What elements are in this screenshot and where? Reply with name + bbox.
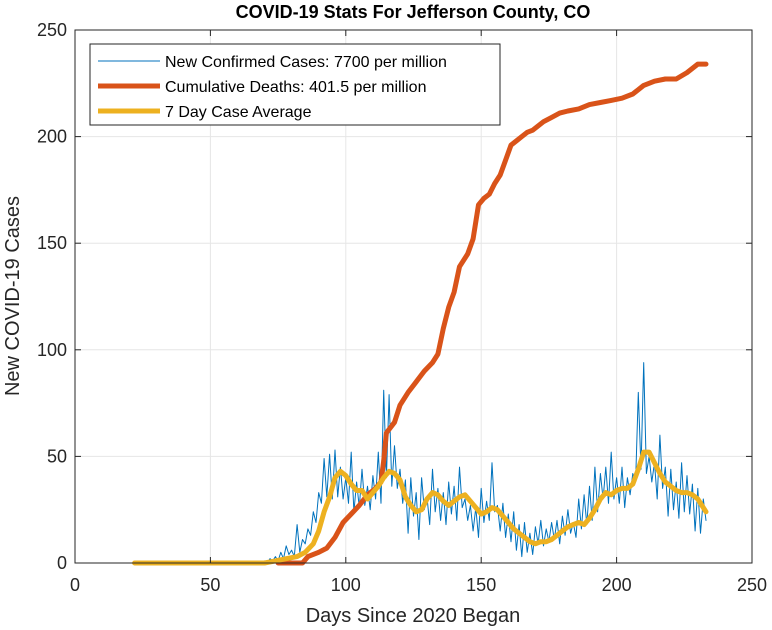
y-tick-label: 150 [37,233,67,253]
legend-label-7-day-average: 7 Day Case Average [165,104,312,121]
x-tick-label: 0 [70,575,80,595]
y-tick-label: 0 [57,553,67,573]
x-axis-label: Days Since 2020 Began [306,605,521,627]
series-line-7-day-average [132,449,709,566]
x-tick-label: 150 [466,575,496,595]
y-axis-label: New COVID-19 Cases [2,196,24,396]
y-tick-label: 100 [37,340,67,360]
series-line-new-cases [134,362,707,564]
y-tick-label: 250 [37,20,67,40]
ticks: 0 50 100 150 200 250 0 50 100 150 200 250 [37,20,767,595]
legend-label-cumulative-deaths: Cumulative Deaths: 401.5 per million [165,79,426,96]
y-tick-label: 50 [47,446,67,466]
grid [75,30,752,563]
axes [74,29,753,564]
x-tick-label: 250 [737,575,767,595]
x-tick-label: 100 [331,575,361,595]
chart-title: COVID-19 Stats For Jefferson County, CO [236,2,591,22]
legend-label-new-cases: New Confirmed Cases: 7700 per million [165,54,447,71]
series-line-cumulative-deaths [275,61,709,566]
legend: New Confirmed Cases: 7700 per million Cu… [89,43,501,126]
series-layer [132,61,709,566]
y-tick-label: 200 [37,127,67,147]
x-tick-label: 200 [602,575,632,595]
plot-frame [74,29,753,564]
x-tick-label: 50 [200,575,220,595]
